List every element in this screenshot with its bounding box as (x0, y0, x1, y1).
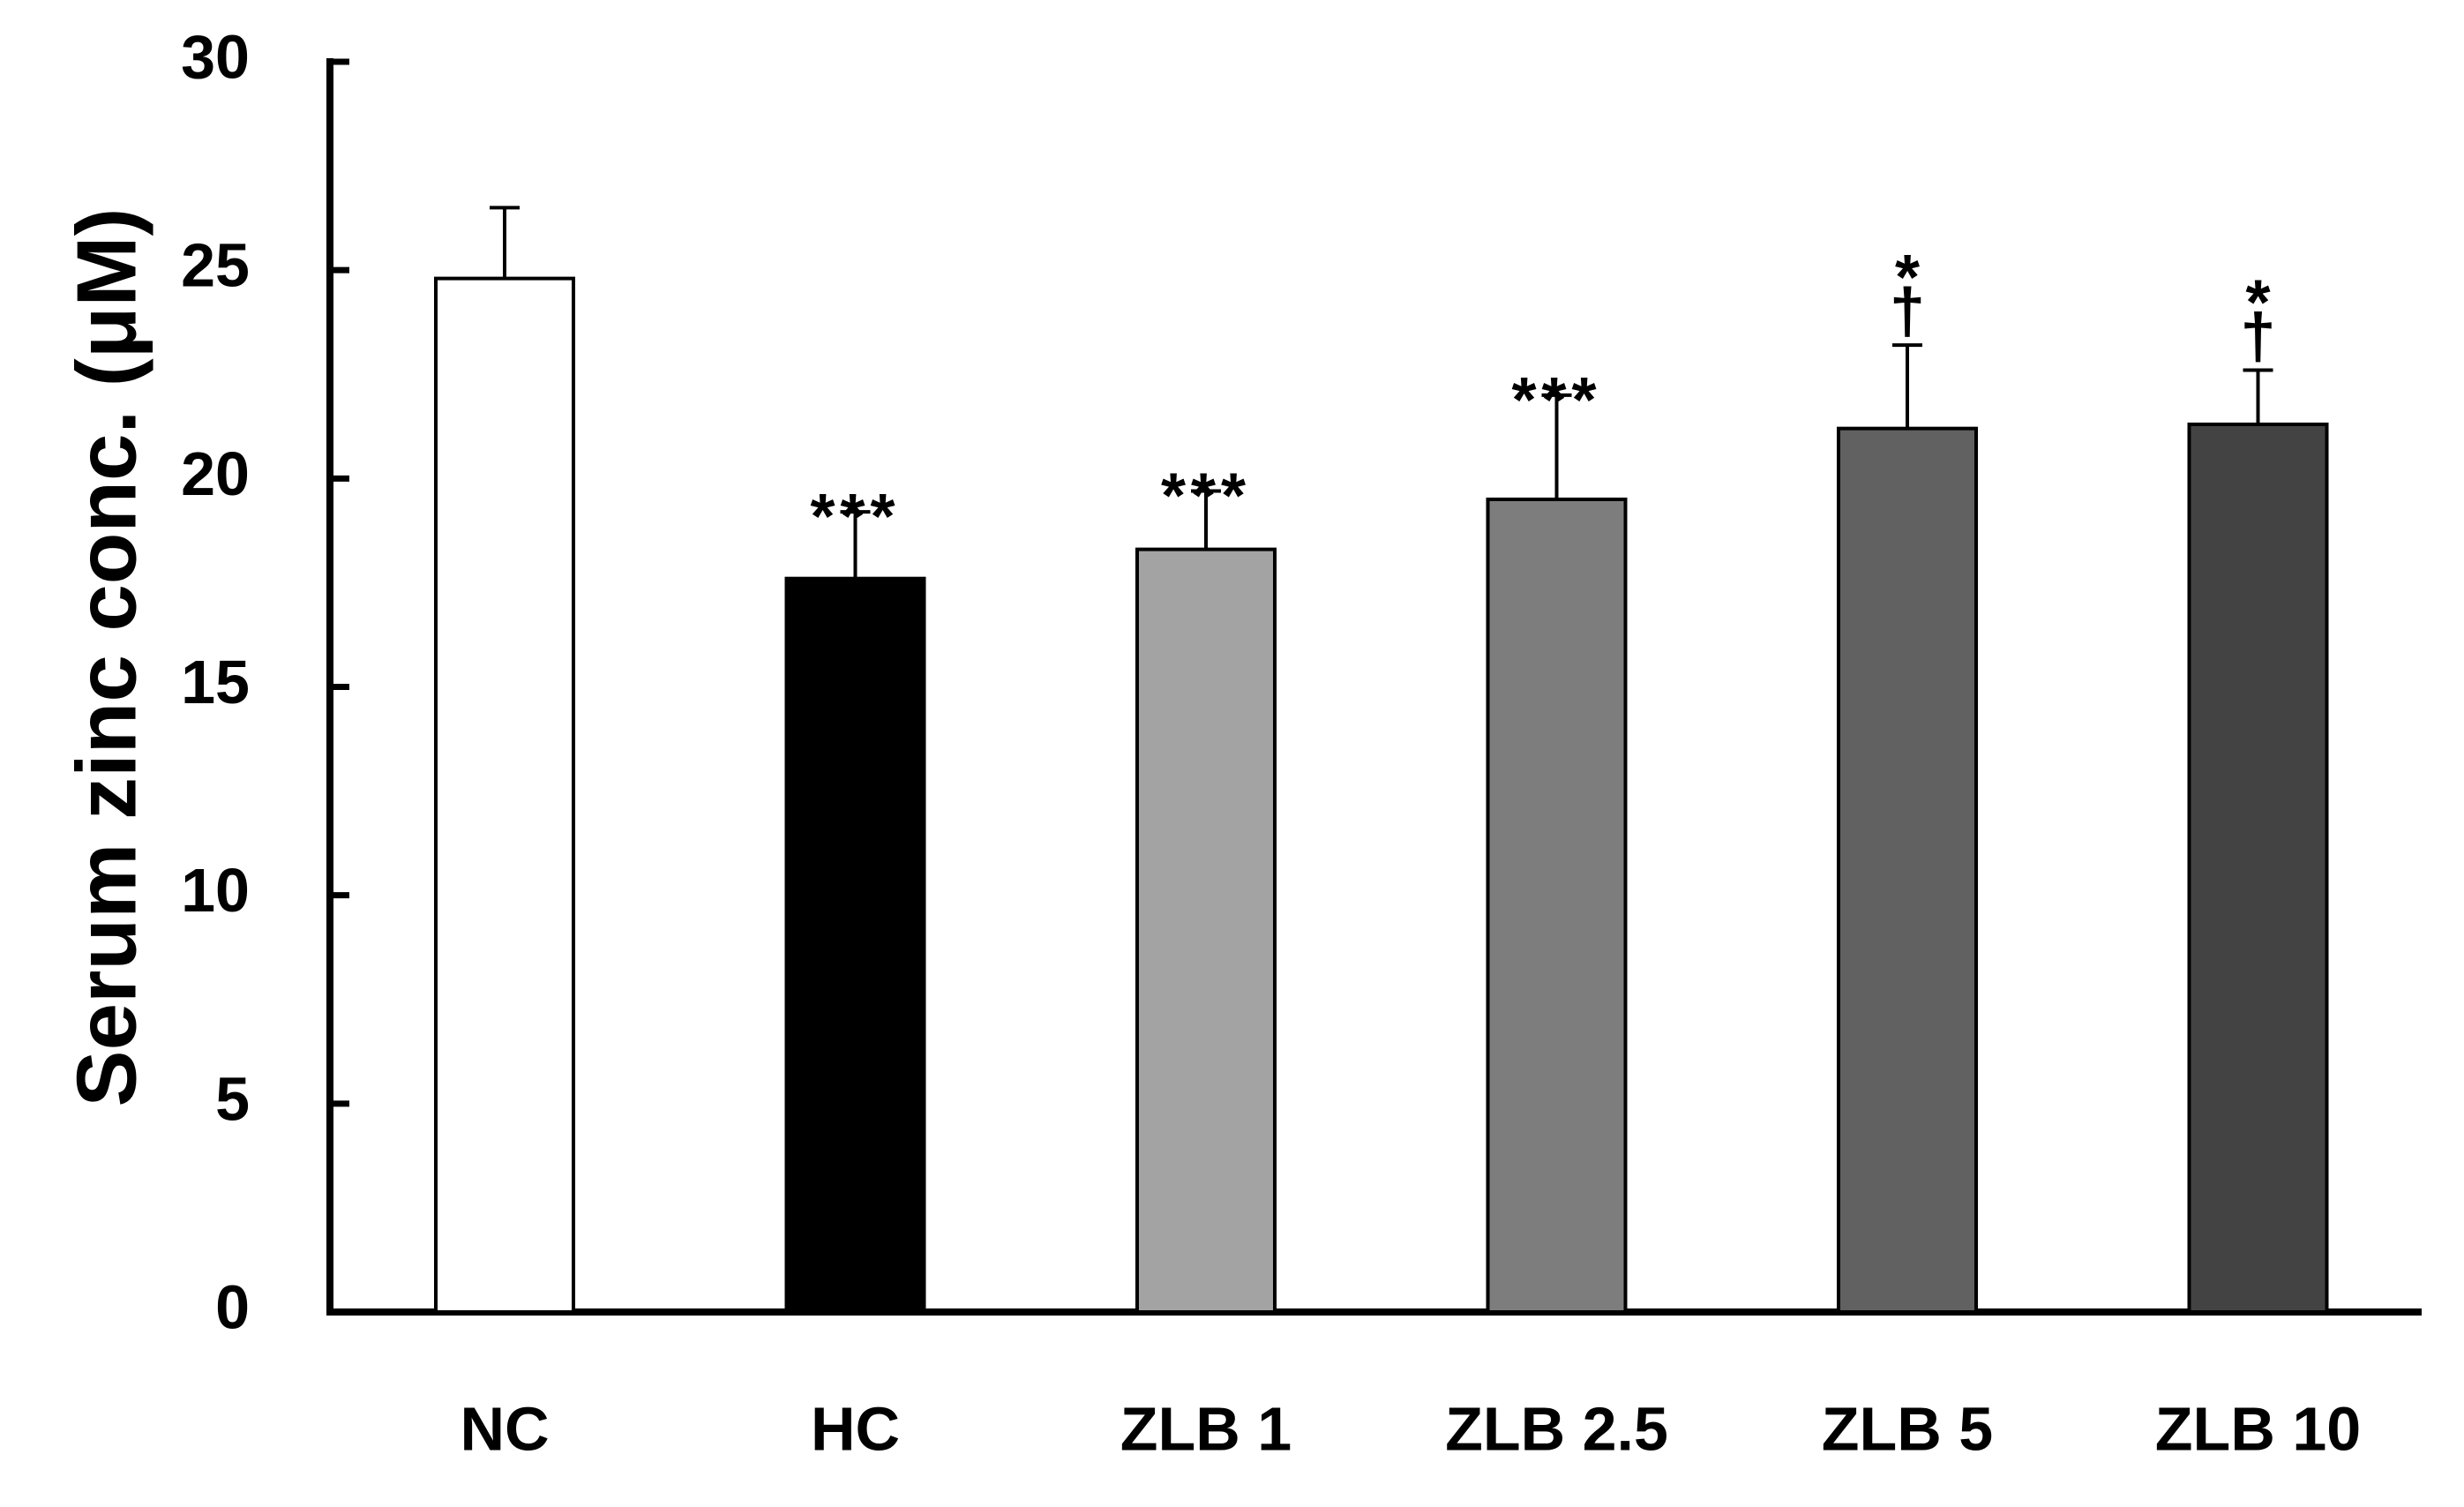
y-tick-label: 0 (215, 1272, 250, 1341)
bars (434, 206, 2329, 1315)
y-axis-title: Serum zinc conc. (μM) (59, 208, 154, 1107)
x-tick-label: ZLB 1 (1120, 1394, 1292, 1463)
x-tick-label: ZLB 2.5 (1445, 1394, 1668, 1463)
y-tick-label: 25 (181, 231, 250, 300)
y-tick-label: 10 (181, 856, 250, 925)
x-tick-label: ZLB 5 (1822, 1394, 1993, 1463)
x-tick-label: HC (811, 1394, 900, 1463)
x-tick-label: ZLB 10 (2155, 1394, 2361, 1463)
y-tick-label: 5 (215, 1064, 250, 1133)
significance-stars: *** (1161, 461, 1251, 532)
bar (1837, 426, 1978, 1314)
significance-dagger: † (1890, 276, 1925, 347)
bar (1486, 497, 1628, 1314)
bar (784, 576, 926, 1314)
y-tick-label: 15 (181, 648, 250, 716)
significance-stars: * (1895, 243, 1920, 313)
y-tick-label: 20 (181, 439, 250, 508)
bar (2187, 422, 2329, 1314)
bar (1135, 547, 1277, 1314)
y-tick-label: 30 (181, 22, 250, 91)
significance-stars: * (2245, 268, 2270, 339)
x-tick-label: NC (460, 1394, 549, 1463)
bar (434, 276, 575, 1315)
significance-stars: *** (810, 482, 900, 552)
significance-stars: *** (1511, 365, 1601, 436)
axes: 0 5 10 15 20 25 30 (181, 22, 2422, 1341)
significance-dagger: † (2240, 302, 2275, 372)
labels: NC HC***ZLB 1***ZLB 2.5***ZLB 5†*ZLB 10†* (460, 243, 2361, 1463)
